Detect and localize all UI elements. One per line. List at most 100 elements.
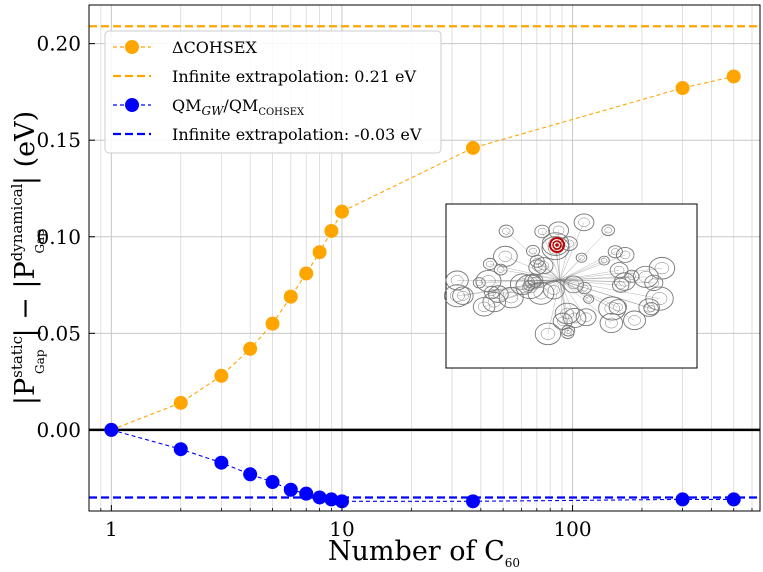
cluster-bond — [559, 279, 585, 289]
fullerene-cage-inner — [651, 292, 668, 306]
fullerene-cage — [452, 286, 474, 305]
data-point — [334, 494, 349, 509]
fullerene-cage-inner — [627, 272, 636, 280]
legend-entry-extrapolation-blue: Infinite extrapolation: -0.03 eV — [113, 125, 422, 144]
fullerene-cage — [529, 254, 545, 268]
cluster-bond — [559, 279, 618, 308]
fullerene-cage-inner — [604, 227, 612, 234]
legend-entry-cohsex: ΔCOHSEX — [113, 38, 258, 57]
fullerene-cage-inner — [578, 217, 590, 228]
legend-label-qm: QMGW/QMCOHSEX — [172, 96, 305, 118]
fullerene-cage — [534, 224, 551, 239]
fullerene-cage-inner — [547, 285, 560, 295]
fullerene-cage-inner — [638, 271, 654, 283]
fullerene-cage — [599, 312, 624, 334]
fullerene-cage-inner — [450, 289, 465, 302]
data-point — [243, 467, 258, 482]
fullerene-cage-inner — [611, 248, 620, 256]
y-tick-label: 0.10 — [36, 225, 81, 249]
fullerene-cage — [644, 274, 664, 292]
legend-marker-orange — [125, 40, 139, 54]
data-point — [299, 486, 314, 501]
legend-box — [104, 30, 442, 154]
cluster-bond — [559, 279, 563, 322]
data-point — [465, 140, 480, 155]
data-point — [173, 395, 188, 410]
fullerene-cage-inner — [450, 275, 464, 286]
fullerene-cage-inner — [564, 330, 572, 337]
cluster-bond — [537, 266, 561, 281]
cluster-bond — [540, 279, 561, 294]
fullerene-cage — [563, 275, 584, 294]
fullerene-cage-inner — [487, 296, 501, 308]
fullerene-cage-inner — [540, 327, 556, 340]
fullerene-cage — [482, 257, 498, 271]
legend-label-extrapolation-orange: Infinite extrapolation: 0.21 eV — [172, 67, 416, 86]
data-point — [173, 442, 188, 457]
fullerene-cage-inner — [498, 250, 513, 262]
fullerene-cage-inner — [580, 284, 589, 292]
fullerene-cage — [601, 224, 615, 237]
fullerene-cage — [632, 265, 659, 288]
data-point — [283, 482, 298, 497]
central-fullerene-highlight — [549, 237, 565, 253]
fullerene-cage — [509, 273, 536, 296]
fullerene-cage — [482, 292, 507, 313]
fullerene-cage — [483, 285, 500, 300]
data-point — [324, 223, 339, 238]
cluster-bond — [559, 269, 620, 281]
fullerene-cage — [615, 246, 635, 263]
fullerene-cage-inner — [647, 305, 656, 313]
fullerene-cage-inner — [628, 315, 641, 326]
data-point — [675, 492, 690, 507]
fullerene-cluster-graphic — [443, 213, 676, 346]
fullerene-cage — [554, 302, 580, 325]
fullerene-cage — [623, 310, 646, 331]
fullerene-cage — [524, 273, 542, 289]
fullerene-cage-inner — [477, 301, 491, 312]
cluster-bond — [532, 250, 561, 281]
cluster-bond — [541, 231, 561, 281]
cluster-bond — [559, 276, 646, 281]
cluster-bond — [559, 279, 612, 324]
data-point — [214, 455, 229, 470]
fullerene-cage — [443, 284, 471, 308]
fullerene-cage-inner — [496, 266, 505, 273]
fullerene-cage-inner — [533, 287, 549, 300]
fullerene-cage-inner — [578, 255, 585, 261]
data-point — [334, 204, 349, 219]
fullerene-cage-inner — [457, 290, 469, 301]
cluster-bond — [506, 230, 561, 281]
data-point — [265, 475, 280, 490]
fullerene-cage — [527, 281, 555, 305]
cluster-bond — [559, 279, 654, 284]
legend-marker-blue — [125, 98, 139, 112]
tick-layer: 1 10 100 0.00 0.05 0.10 0.15 0.20 — [36, 32, 753, 541]
fullerene-cage-inner — [532, 263, 543, 272]
fullerene-cage — [493, 245, 518, 267]
fullerene-cage-inner — [538, 261, 550, 271]
cluster-bond — [559, 267, 662, 281]
fullerene-cage — [493, 263, 508, 276]
fullerene-cage-inner — [533, 257, 542, 265]
x-tick-label: 10 — [329, 517, 354, 541]
x-tick-label: 1 — [105, 517, 118, 541]
cluster-bond — [457, 279, 561, 296]
fullerene-cage — [598, 296, 627, 321]
data-point — [675, 81, 690, 96]
reference-lines — [89, 25, 760, 499]
cluster-bond — [559, 279, 589, 300]
legend-label-cohsex: ΔCOHSEX — [172, 38, 258, 57]
data-point — [104, 422, 119, 437]
fullerene-cage — [577, 281, 592, 295]
cluster-bond — [559, 254, 626, 281]
fullerene-cage — [638, 298, 660, 317]
cluster-bond — [547, 279, 561, 334]
fullerene-cage-inner — [552, 225, 565, 236]
cluster-bond — [559, 222, 585, 281]
fullerene-cage — [608, 299, 628, 315]
legend-entry-extrapolation-orange: Infinite extrapolation: 0.21 eV — [113, 67, 416, 86]
fullerene-cage — [583, 294, 595, 304]
fullerene-cage-inner — [529, 247, 537, 255]
